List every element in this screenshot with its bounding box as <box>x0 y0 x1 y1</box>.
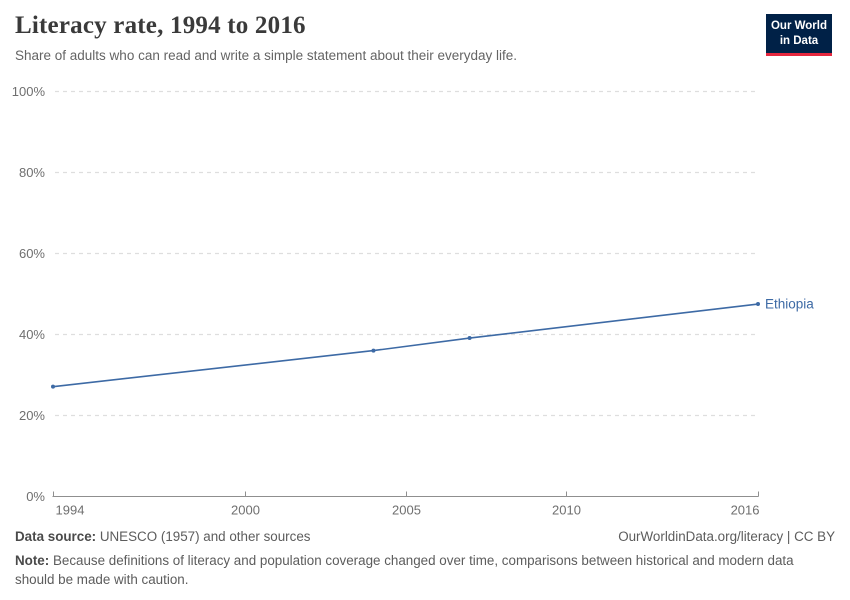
y-axis-tick-label: 20% <box>19 408 45 423</box>
data-point[interactable] <box>756 302 760 307</box>
attribution: OurWorldinData.org/literacy | CC BY <box>618 529 835 544</box>
y-axis-tick-label: 60% <box>19 246 45 261</box>
owid-logo-line2: in Data <box>779 34 819 47</box>
y-axis-tick-label: 100% <box>12 84 46 99</box>
footer-source-row: Data source: UNESCO (1957) and other sou… <box>15 529 835 544</box>
note-label: Note: <box>15 553 53 568</box>
owid-logo[interactable]: Our World in Data <box>766 14 832 56</box>
data-source-text: UNESCO (1957) and other sources <box>99 529 311 544</box>
x-axis-tick-label: 2010 <box>552 503 581 518</box>
x-axis-tick-label: 1994 <box>56 503 85 518</box>
data-source: Data source: UNESCO (1957) and other sou… <box>15 529 310 544</box>
y-axis-tick-label: 40% <box>19 327 45 342</box>
x-axis-tick-label: 2016 <box>731 503 760 518</box>
chart-footer: Data source: UNESCO (1957) and other sou… <box>15 529 835 590</box>
y-axis-tick-label: 0% <box>26 489 45 504</box>
chart-subtitle: Share of adults who can read and write a… <box>15 48 518 63</box>
chart-title: Literacy rate, 1994 to 2016 <box>15 12 306 39</box>
series-line-ethiopia[interactable] <box>52 303 759 388</box>
data-point[interactable] <box>371 348 376 353</box>
x-axis-tick-label: 2000 <box>231 503 260 518</box>
line-chart[interactable]: 0% 20% 40% 60% 80% 100% 1994 2000 2005 2010 2016 Et… <box>0 0 850 525</box>
x-axis-tick-label: 2005 <box>392 503 421 518</box>
note-text: Because definitions of literacy and popu… <box>15 553 794 588</box>
data-point[interactable] <box>467 336 472 341</box>
y-axis-tick-label: 80% <box>19 165 45 180</box>
chart-header: Literacy rate, 1994 to 2016 Share of adu… <box>15 12 517 63</box>
owid-logo-line1: Our World <box>770 20 827 32</box>
data-source-label: Data source: <box>15 529 100 544</box>
series-label-ethiopia[interactable]: Ethiopia <box>765 297 814 312</box>
footer-note: Note: Because definitions of literacy an… <box>15 551 827 590</box>
data-point[interactable] <box>51 384 55 389</box>
